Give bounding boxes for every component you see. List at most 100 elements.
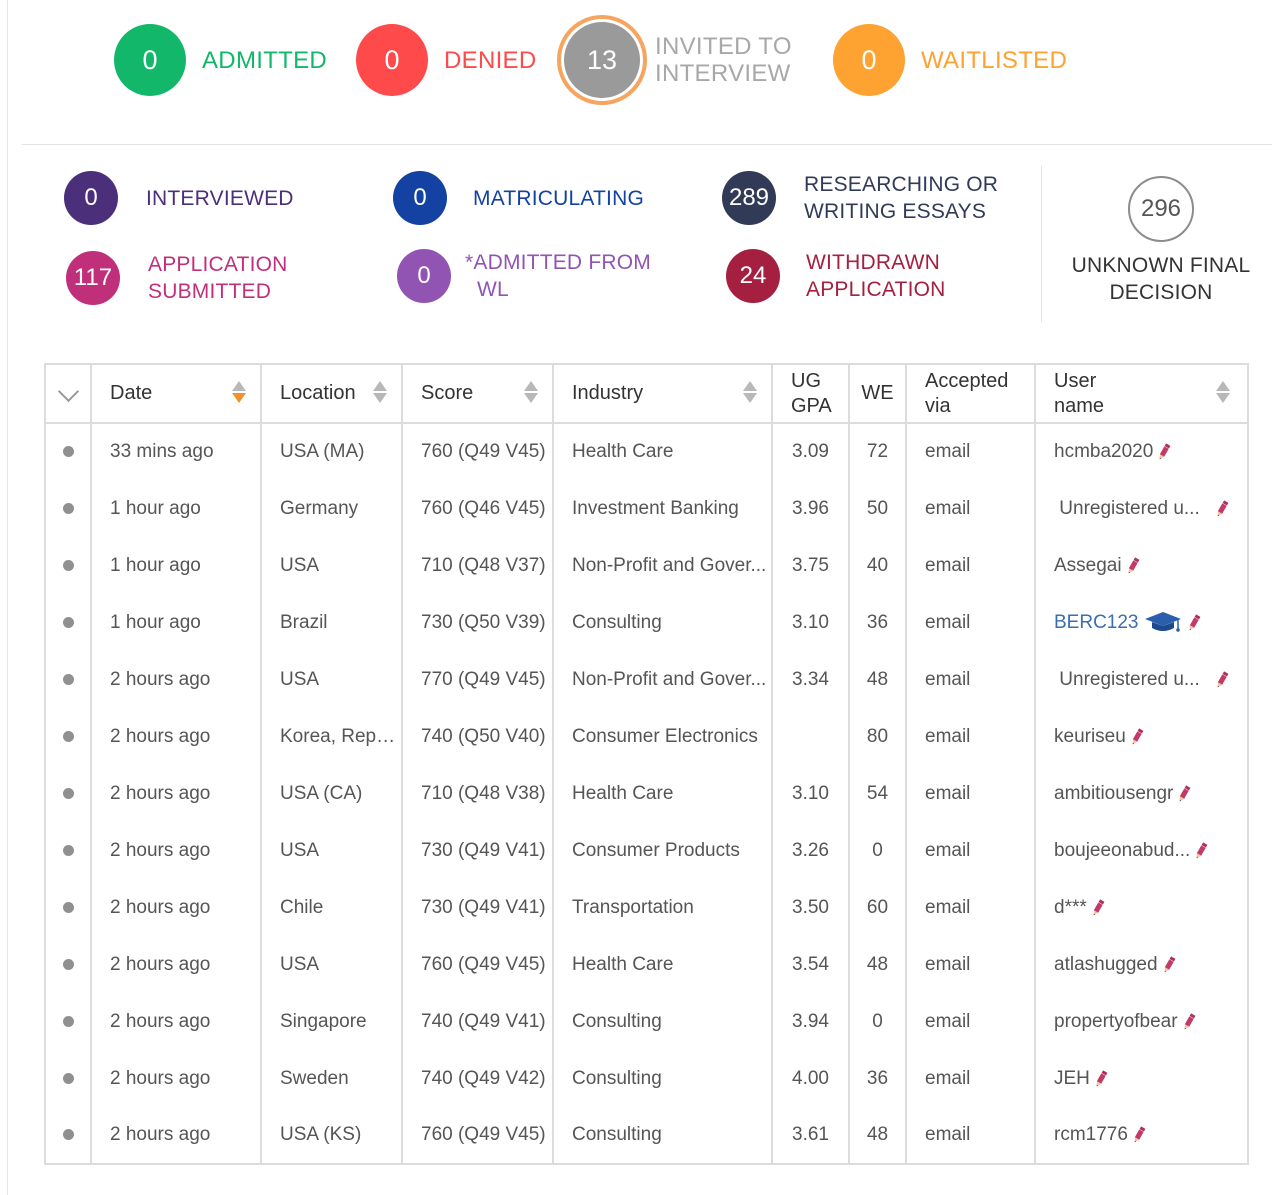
table-row[interactable]: 1 hour ago Germany 760 (Q46 V45) Investment… [45,480,1248,537]
table-row[interactable]: 2 hours ago Korea, Repu... 740 (Q50 V40) Co… [45,708,1248,765]
cell-we: 0 [848,993,906,1050]
matriculating-stat[interactable]: 0 MATRICULATING [393,171,644,225]
cell-via: email [905,936,1035,993]
table-row[interactable]: 1 hour ago Brazil 730 (Q50 V39) Consulting 3… [45,594,1248,651]
cell-industry: Non-Profit and Gover... [552,651,772,708]
row-bullet [45,651,91,708]
waitlisted-stat[interactable]: 0 WAITLISTED [833,24,1067,96]
industry-header-label: Industry [572,382,644,404]
pencil-icon[interactable] [1131,1126,1147,1144]
cell-gpa: 3.54 [771,936,849,993]
cell-gpa: 4.00 [771,1050,849,1107]
cell-score: 730 (Q50 V39) [401,594,553,651]
industry-sort-icon[interactable] [743,381,757,407]
cell-industry: Consumer Products [552,822,772,879]
pencil-icon[interactable] [1129,727,1145,746]
row-bullet [45,822,91,879]
table-row[interactable]: 2 hours ago Chile 730 (Q49 V41) Transportat… [45,879,1248,936]
admitted-stat[interactable]: 0 ADMITTED [114,24,327,96]
withdrawn-stat[interactable]: 24 WITHDRAWN APPLICATION [726,249,946,303]
unknown-decision-stat[interactable]: 296 UNKNOWN FINAL DECISION [1060,176,1262,306]
cell-location: Sweden [260,1050,402,1107]
table-row[interactable]: 2 hours ago USA 730 (Q49 V41) Consumer Prod… [45,822,1248,879]
pencil-icon[interactable] [1176,784,1192,803]
cell-via: email [905,537,1035,594]
cell-date: 2 hours ago [90,993,261,1050]
pencil-icon[interactable] [1186,613,1202,632]
submitted-stat[interactable]: 117 APPLICATION SUBMITTED [66,251,288,305]
gpa-column-header: UG GPA [771,364,849,424]
pencil-icon[interactable] [1214,499,1230,518]
pencil-icon[interactable] [1161,955,1177,974]
chevron-down-icon[interactable] [57,380,79,403]
cell-date: 2 hours ago [90,765,261,822]
user-name: boujeeonabud... [1054,839,1191,861]
table-row[interactable]: 2 hours ago USA (CA) 710 (Q48 V38) Health C… [45,765,1248,822]
cell-date: 2 hours ago [90,936,261,993]
cell-via: email [905,594,1035,651]
table-row[interactable]: 2 hours ago USA (KS) 760 (Q49 V45) Consulti… [45,1107,1248,1164]
expand-column-header[interactable] [45,364,91,424]
cell-industry: Consulting [552,594,772,651]
invited-label-line1: INVITED TO [655,33,792,60]
user-name: rcm1776 [1054,1124,1128,1145]
pencil-icon[interactable] [1125,556,1141,575]
industry-column-header[interactable]: Industry [552,364,772,424]
interviewed-stat[interactable]: 0 INTERVIEWED [64,171,294,225]
cell-we: 40 [848,537,906,594]
table-row[interactable]: 2 hours ago Singapore 740 (Q49 V41) Consult… [45,993,1248,1050]
user-name: Unregistered u... [1054,497,1200,519]
score-sort-icon[interactable] [524,381,538,407]
invited-label: INVITED TO INTERVIEW [655,33,792,87]
row-bullet [45,480,91,537]
admitted-label: ADMITTED [202,46,328,74]
admitted-wl-stat[interactable]: 0 *ADMITTED FROM WL [397,249,651,303]
table-row[interactable]: 2 hours ago USA 760 (Q49 V45) Health Care 3.… [45,936,1248,993]
denied-count: 0 [356,24,428,96]
left-border [7,0,8,1195]
cell-score: 760 (Q49 V45) [401,936,553,993]
row-bullet [45,765,91,822]
researching-count: 289 [722,171,776,225]
cell-user: boujeeonabud... [1034,822,1248,879]
user-column-header[interactable]: User name [1034,364,1248,424]
pencil-icon[interactable] [1093,1069,1109,1088]
user-sort-icon[interactable] [1216,381,1230,407]
cell-user: Assegai [1034,537,1248,594]
score-column-header[interactable]: Score [401,364,553,424]
pencil-icon[interactable] [1193,841,1209,860]
pencil-icon[interactable] [1181,1012,1197,1031]
date-sort-icon[interactable] [232,381,246,407]
withdrawn-label-line1: WITHDRAWN [806,251,940,274]
location-sort-icon[interactable] [373,381,387,407]
row-bullet [45,1107,91,1164]
pencil-icon[interactable] [1090,898,1106,917]
bullet-icon [62,958,74,970]
researching-stat[interactable]: 289 RESEARCHING OR WRITING ESSAYS [722,171,998,225]
withdrawn-count: 24 [726,249,780,303]
denied-stat[interactable]: 0 DENIED [356,24,536,96]
via-header-line1: Accepted [925,369,1009,392]
cell-user: Unregistered u... [1034,651,1248,708]
pencil-icon[interactable] [1156,443,1172,461]
table-row[interactable]: 2 hours ago USA 770 (Q49 V45) Non-Profit an… [45,651,1248,708]
interviewed-label: INTERVIEWED [146,186,294,210]
table-row[interactable]: 33 mins ago USA (MA) 760 (Q49 V45) Health C… [45,423,1248,480]
interviewed-count: 0 [64,171,118,225]
bullet-icon [62,901,74,913]
location-column-header[interactable]: Location [260,364,402,424]
pencil-icon[interactable] [1214,670,1230,689]
table-row[interactable]: 2 hours ago Sweden 740 (Q49 V42) Consulting… [45,1050,1248,1107]
cell-via: email [905,822,1035,879]
cell-we: 0 [848,822,906,879]
denied-label: DENIED [444,46,537,74]
user-name: JEH [1054,1067,1090,1089]
cell-user: rcm1776 [1034,1107,1248,1164]
bullet-icon [62,730,74,742]
date-column-header[interactable]: Date [90,364,261,424]
admitted-count: 0 [114,24,186,96]
table-row[interactable]: 1 hour ago USA 710 (Q48 V37) Non-Profit and… [45,537,1248,594]
invited-stat[interactable]: 13 INVITED TO INTERVIEW [557,15,792,105]
user-name[interactable]: BERC123 [1054,611,1139,633]
bullet-icon [62,673,74,685]
